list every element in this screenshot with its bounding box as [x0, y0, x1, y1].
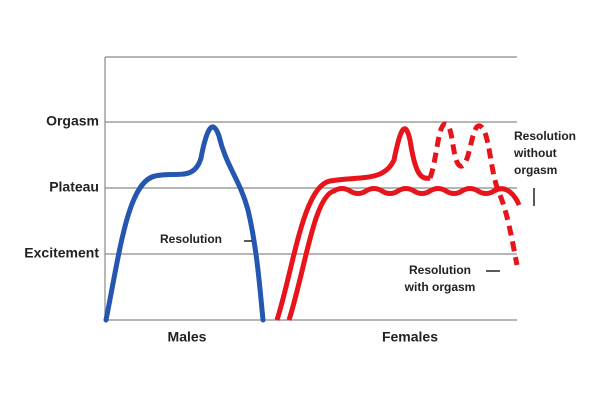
female-orgasm-curve: [274, 126, 431, 321]
annotation: orgasm: [514, 163, 557, 177]
female-no-resolution-curve: [427, 121, 520, 266]
level-label: Excitement: [24, 245, 99, 261]
annotation: with orgasm: [404, 280, 476, 294]
annotation: Resolution: [409, 263, 471, 277]
level-label: Orgasm: [46, 113, 99, 129]
level-label: Plateau: [49, 179, 99, 195]
male-curve: [103, 124, 266, 323]
annotation: without: [513, 146, 557, 160]
annotation: Resolution: [160, 232, 222, 246]
group-label: Females: [382, 329, 438, 345]
annotation: Resolution: [514, 129, 576, 143]
group-label: Males: [168, 329, 207, 345]
female-plateau-curve: [286, 186, 522, 321]
